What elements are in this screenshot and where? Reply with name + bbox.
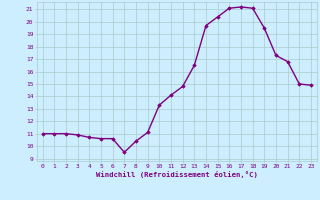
X-axis label: Windchill (Refroidissement éolien,°C): Windchill (Refroidissement éolien,°C) bbox=[96, 171, 258, 178]
